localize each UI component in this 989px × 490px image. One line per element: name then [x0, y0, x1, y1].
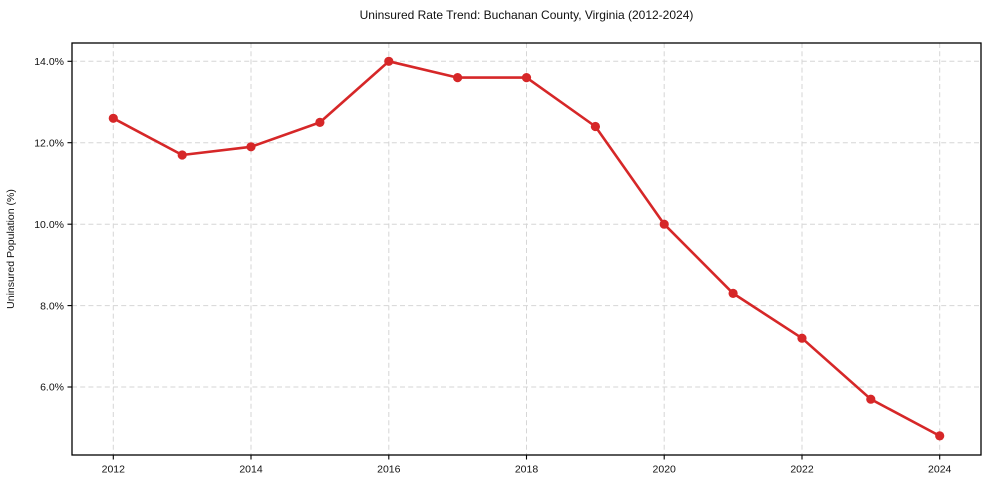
data-point-2019: [590, 121, 601, 132]
x-tick-label: 2012: [102, 464, 126, 476]
data-point-2014: [246, 142, 256, 152]
data-point-2021: [728, 288, 738, 298]
data-point-2022: [797, 333, 807, 343]
data-point-2023: [866, 394, 876, 404]
data-point-2013: [177, 150, 187, 160]
x-tick-label: 2024: [928, 464, 952, 476]
data-point-2015: [315, 117, 325, 127]
x-tick-label: 2016: [377, 464, 401, 476]
x-tick-label: 2014: [239, 464, 263, 476]
x-tick-label: 2020: [653, 464, 677, 476]
x-tick-label: 2018: [515, 464, 539, 476]
y-tick-label: 12.0%: [34, 137, 64, 149]
x-tick-label: 2022: [790, 464, 814, 476]
data-point-2017: [453, 73, 463, 83]
data-point-2020: [659, 219, 669, 229]
y-tick-label: 8.0%: [40, 300, 64, 312]
y-axis-label: Uninsured Population (%): [5, 189, 17, 309]
chart-title: Uninsured Rate Trend: Buchanan County, V…: [359, 8, 694, 22]
y-tick-label: 10.0%: [34, 219, 64, 231]
y-tick-label: 14.0%: [34, 56, 64, 68]
data-point-2012: [108, 113, 118, 123]
data-point-2024: [935, 431, 945, 441]
data-point-2018: [521, 73, 532, 83]
data-point-2016: [384, 56, 394, 66]
y-tick-label: 6.0%: [40, 382, 64, 394]
